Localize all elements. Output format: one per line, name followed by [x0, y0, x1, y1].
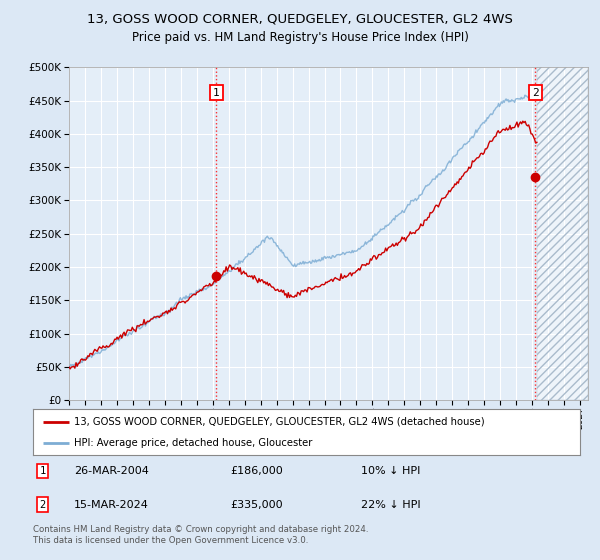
- Text: 22% ↓ HPI: 22% ↓ HPI: [361, 500, 421, 510]
- Bar: [537, 67, 588, 400]
- Text: 13, GOSS WOOD CORNER, QUEDGELEY, GLOUCESTER, GL2 4WS: 13, GOSS WOOD CORNER, QUEDGELEY, GLOUCES…: [87, 12, 513, 25]
- Bar: [537, 67, 588, 400]
- Text: 2: 2: [532, 87, 539, 97]
- Text: Contains HM Land Registry data © Crown copyright and database right 2024.
This d: Contains HM Land Registry data © Crown c…: [33, 525, 368, 545]
- Text: 1: 1: [213, 87, 220, 97]
- Text: 13, GOSS WOOD CORNER, QUEDGELEY, GLOUCESTER, GL2 4WS (detached house): 13, GOSS WOOD CORNER, QUEDGELEY, GLOUCES…: [74, 417, 485, 427]
- Text: 2: 2: [40, 500, 46, 510]
- Text: 15-MAR-2024: 15-MAR-2024: [74, 500, 149, 510]
- Text: 26-MAR-2004: 26-MAR-2004: [74, 466, 149, 476]
- Text: HPI: Average price, detached house, Gloucester: HPI: Average price, detached house, Glou…: [74, 438, 313, 448]
- Text: £186,000: £186,000: [230, 466, 283, 476]
- Text: 10% ↓ HPI: 10% ↓ HPI: [361, 466, 421, 476]
- Text: Price paid vs. HM Land Registry's House Price Index (HPI): Price paid vs. HM Land Registry's House …: [131, 31, 469, 44]
- Text: £335,000: £335,000: [230, 500, 283, 510]
- Text: 1: 1: [40, 466, 46, 476]
